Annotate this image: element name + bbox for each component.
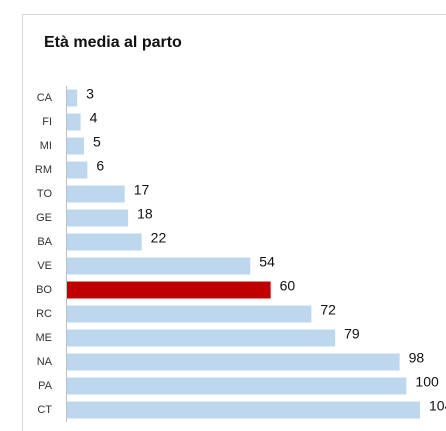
- data-label: 100: [415, 374, 439, 390]
- y-tick-label: FI: [42, 116, 52, 128]
- data-label: 18: [137, 206, 153, 222]
- data-label: 6: [96, 158, 104, 174]
- data-label: 17: [134, 182, 150, 198]
- data-label: 5: [93, 134, 101, 150]
- bar: [67, 185, 125, 203]
- bar: [67, 377, 407, 395]
- data-label: 79: [344, 326, 360, 342]
- data-label: 22: [151, 230, 167, 246]
- y-tick-label: RC: [36, 308, 52, 320]
- bar: [67, 161, 88, 179]
- y-tick-label: ME: [36, 332, 53, 344]
- bar: [67, 137, 84, 155]
- y-tick-label: CA: [37, 92, 53, 104]
- y-tick-label: RM: [35, 164, 52, 176]
- data-label: 104: [429, 398, 446, 414]
- data-label: 60: [280, 278, 296, 294]
- bar: [67, 209, 129, 227]
- y-tick-label: VE: [37, 260, 52, 272]
- bar: [67, 233, 142, 251]
- chart-title: Età media al parto: [44, 34, 182, 51]
- y-tick-label: TO: [37, 188, 53, 200]
- data-label: 98: [409, 350, 425, 366]
- bar: [67, 353, 400, 371]
- data-label: 3: [86, 86, 94, 102]
- bar: [67, 257, 251, 275]
- data-label: 4: [90, 110, 98, 126]
- bar: [67, 281, 271, 299]
- y-tick-label: PA: [38, 380, 53, 392]
- data-label: 54: [259, 254, 275, 270]
- y-tick-label: NA: [37, 356, 53, 368]
- bar: [67, 113, 81, 131]
- y-tick-label: CT: [37, 404, 52, 416]
- chart-frame: [22, 14, 446, 431]
- y-tick-label: BA: [37, 236, 52, 248]
- y-tick-label: GE: [36, 212, 52, 224]
- y-tick-label: BO: [36, 284, 52, 296]
- bar: [67, 89, 78, 107]
- data-label: 72: [320, 302, 336, 318]
- bar: [67, 305, 312, 323]
- bar: [67, 329, 336, 347]
- y-tick-label: MI: [40, 140, 52, 152]
- bar: [67, 401, 420, 419]
